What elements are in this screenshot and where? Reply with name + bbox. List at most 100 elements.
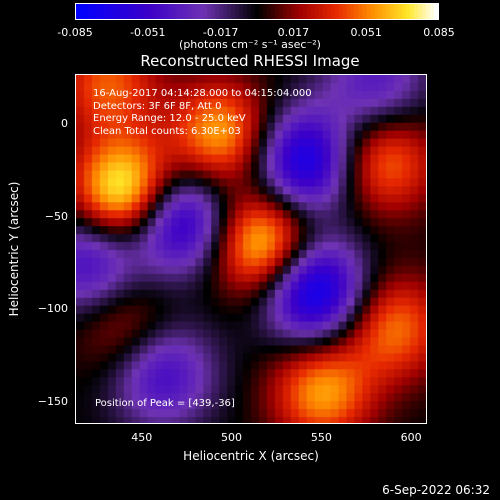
colorbar-segment (274, 4, 280, 19)
chart-title: Reconstructed RHESSI Image (140, 52, 360, 70)
colorbar-segment (83, 4, 89, 19)
y-tick-label: 0 (61, 117, 68, 130)
annotation-energy: Energy Range: 12.0 - 25.0 keV (93, 113, 246, 124)
x-tick-label: 550 (310, 431, 332, 444)
colorbar-segment (215, 4, 220, 19)
y-tick-label: −50 (44, 209, 68, 223)
colorbar-segment (326, 4, 332, 19)
colorbar-segment (322, 4, 328, 19)
x-axis-label: Heliocentric X (arcsec) (183, 449, 319, 463)
colorbar-tick-label: 0.017 (277, 26, 310, 39)
plot-date: 6-Sep-2022 06:32 (382, 483, 490, 497)
colorbar-segment (398, 4, 403, 19)
colorbar-segment (338, 4, 344, 19)
colorbar-segment (255, 4, 260, 19)
colorbar-segment (79, 4, 85, 19)
colorbar-segment (219, 4, 224, 19)
colorbar-segment (115, 4, 121, 19)
x-tick-label: 500 (221, 431, 243, 444)
colorbar-segment (290, 4, 296, 19)
colorbar-tick-label: 0.051 (350, 26, 382, 39)
annotation-counts: Clean Total counts: 6.30E+03 (93, 125, 241, 137)
colorbar-segment (422, 4, 427, 19)
colorbar-segment (227, 4, 232, 19)
colorbar-segment (87, 4, 93, 19)
colorbar-segment (155, 4, 161, 19)
colorbar-segment (187, 4, 192, 19)
colorbar-segment (111, 4, 117, 19)
colorbar-segment (199, 4, 204, 19)
colorbar-segment (350, 4, 356, 19)
colorbar-segment (294, 4, 300, 19)
x-tick-label: 450 (131, 431, 153, 444)
colorbar-segment (382, 4, 387, 19)
colorbar-segment (270, 4, 276, 19)
colorbar-segment (99, 4, 105, 19)
colorbar-segment (406, 4, 411, 19)
colorbar-segment (434, 4, 438, 19)
colorbar-segment (251, 4, 256, 19)
colorbar-segment (366, 4, 371, 19)
colorbar-segment (386, 4, 391, 19)
colorbar-segment (143, 4, 149, 19)
colorbar-segment (314, 4, 320, 19)
colorbar-segment (203, 4, 208, 19)
colorbar-segment (147, 4, 153, 19)
colorbar-segment (278, 4, 284, 19)
colorbar-segment (426, 4, 431, 19)
colorbar-tick-label: -0.017 (202, 26, 239, 39)
colorbar-segment (402, 4, 407, 19)
colorbar-tick-label: -0.051 (130, 26, 166, 39)
colorbar-segment (410, 4, 415, 19)
colorbar-segment (107, 4, 113, 19)
colorbar-segment (358, 4, 364, 19)
colorbar-tick-label: 0.085 (423, 26, 455, 39)
colorbar-segment (247, 4, 252, 19)
colorbar-segment (354, 4, 360, 19)
colorbar-segment (211, 4, 216, 19)
colorbar-segment (139, 4, 145, 19)
colorbar-segment (302, 4, 308, 19)
colorbar-segment (306, 4, 312, 19)
y-tick-label: −100 (37, 302, 68, 316)
colorbar-segment (231, 4, 236, 19)
colorbar-segment (151, 4, 157, 19)
colorbar-segment (167, 4, 173, 19)
colorbar-segment (171, 4, 177, 19)
colorbar-units: (photons cm⁻² s⁻¹ asec⁻²) (179, 38, 321, 51)
colorbar-segment (95, 4, 101, 19)
colorbar-segment (243, 4, 248, 19)
colorbar-segment (418, 4, 423, 19)
colorbar-segment (191, 4, 196, 19)
colorbar-segment (362, 4, 367, 19)
y-axis-label: Heliocentric Y (arcsec) (7, 181, 21, 317)
colorbar-segment (163, 4, 169, 19)
colorbar-segment (334, 4, 340, 19)
colorbar-segment (374, 4, 379, 19)
colorbar-segment (159, 4, 165, 19)
colorbar-segment (262, 4, 268, 19)
colorbar (75, 3, 439, 20)
colorbar-segment (378, 4, 383, 19)
annotation-detectors: Detectors: 3F 6F 8F, Att 0 (93, 100, 222, 112)
x-tick-label: 600 (400, 431, 422, 444)
colorbar-segment (131, 4, 137, 19)
colorbar-segment (414, 4, 419, 19)
colorbar-segment (119, 4, 125, 19)
colorbar-segment (346, 4, 352, 19)
colorbar-segment (183, 4, 188, 19)
colorbar-segment (179, 4, 185, 19)
y-tick-label: −150 (37, 394, 68, 408)
colorbar-segment (310, 4, 316, 19)
colorbar-segment (103, 4, 109, 19)
colorbar-segment (258, 4, 264, 19)
colorbar-segment (76, 4, 81, 19)
colorbar-segment (390, 4, 395, 19)
colorbar-segment (330, 4, 336, 19)
colorbar-segment (430, 4, 435, 19)
colorbar-segment (235, 4, 240, 19)
colorbar-segment (286, 4, 292, 19)
colorbar-segment (394, 4, 399, 19)
colorbar-segment (298, 4, 304, 19)
colorbar-segment (223, 4, 228, 19)
